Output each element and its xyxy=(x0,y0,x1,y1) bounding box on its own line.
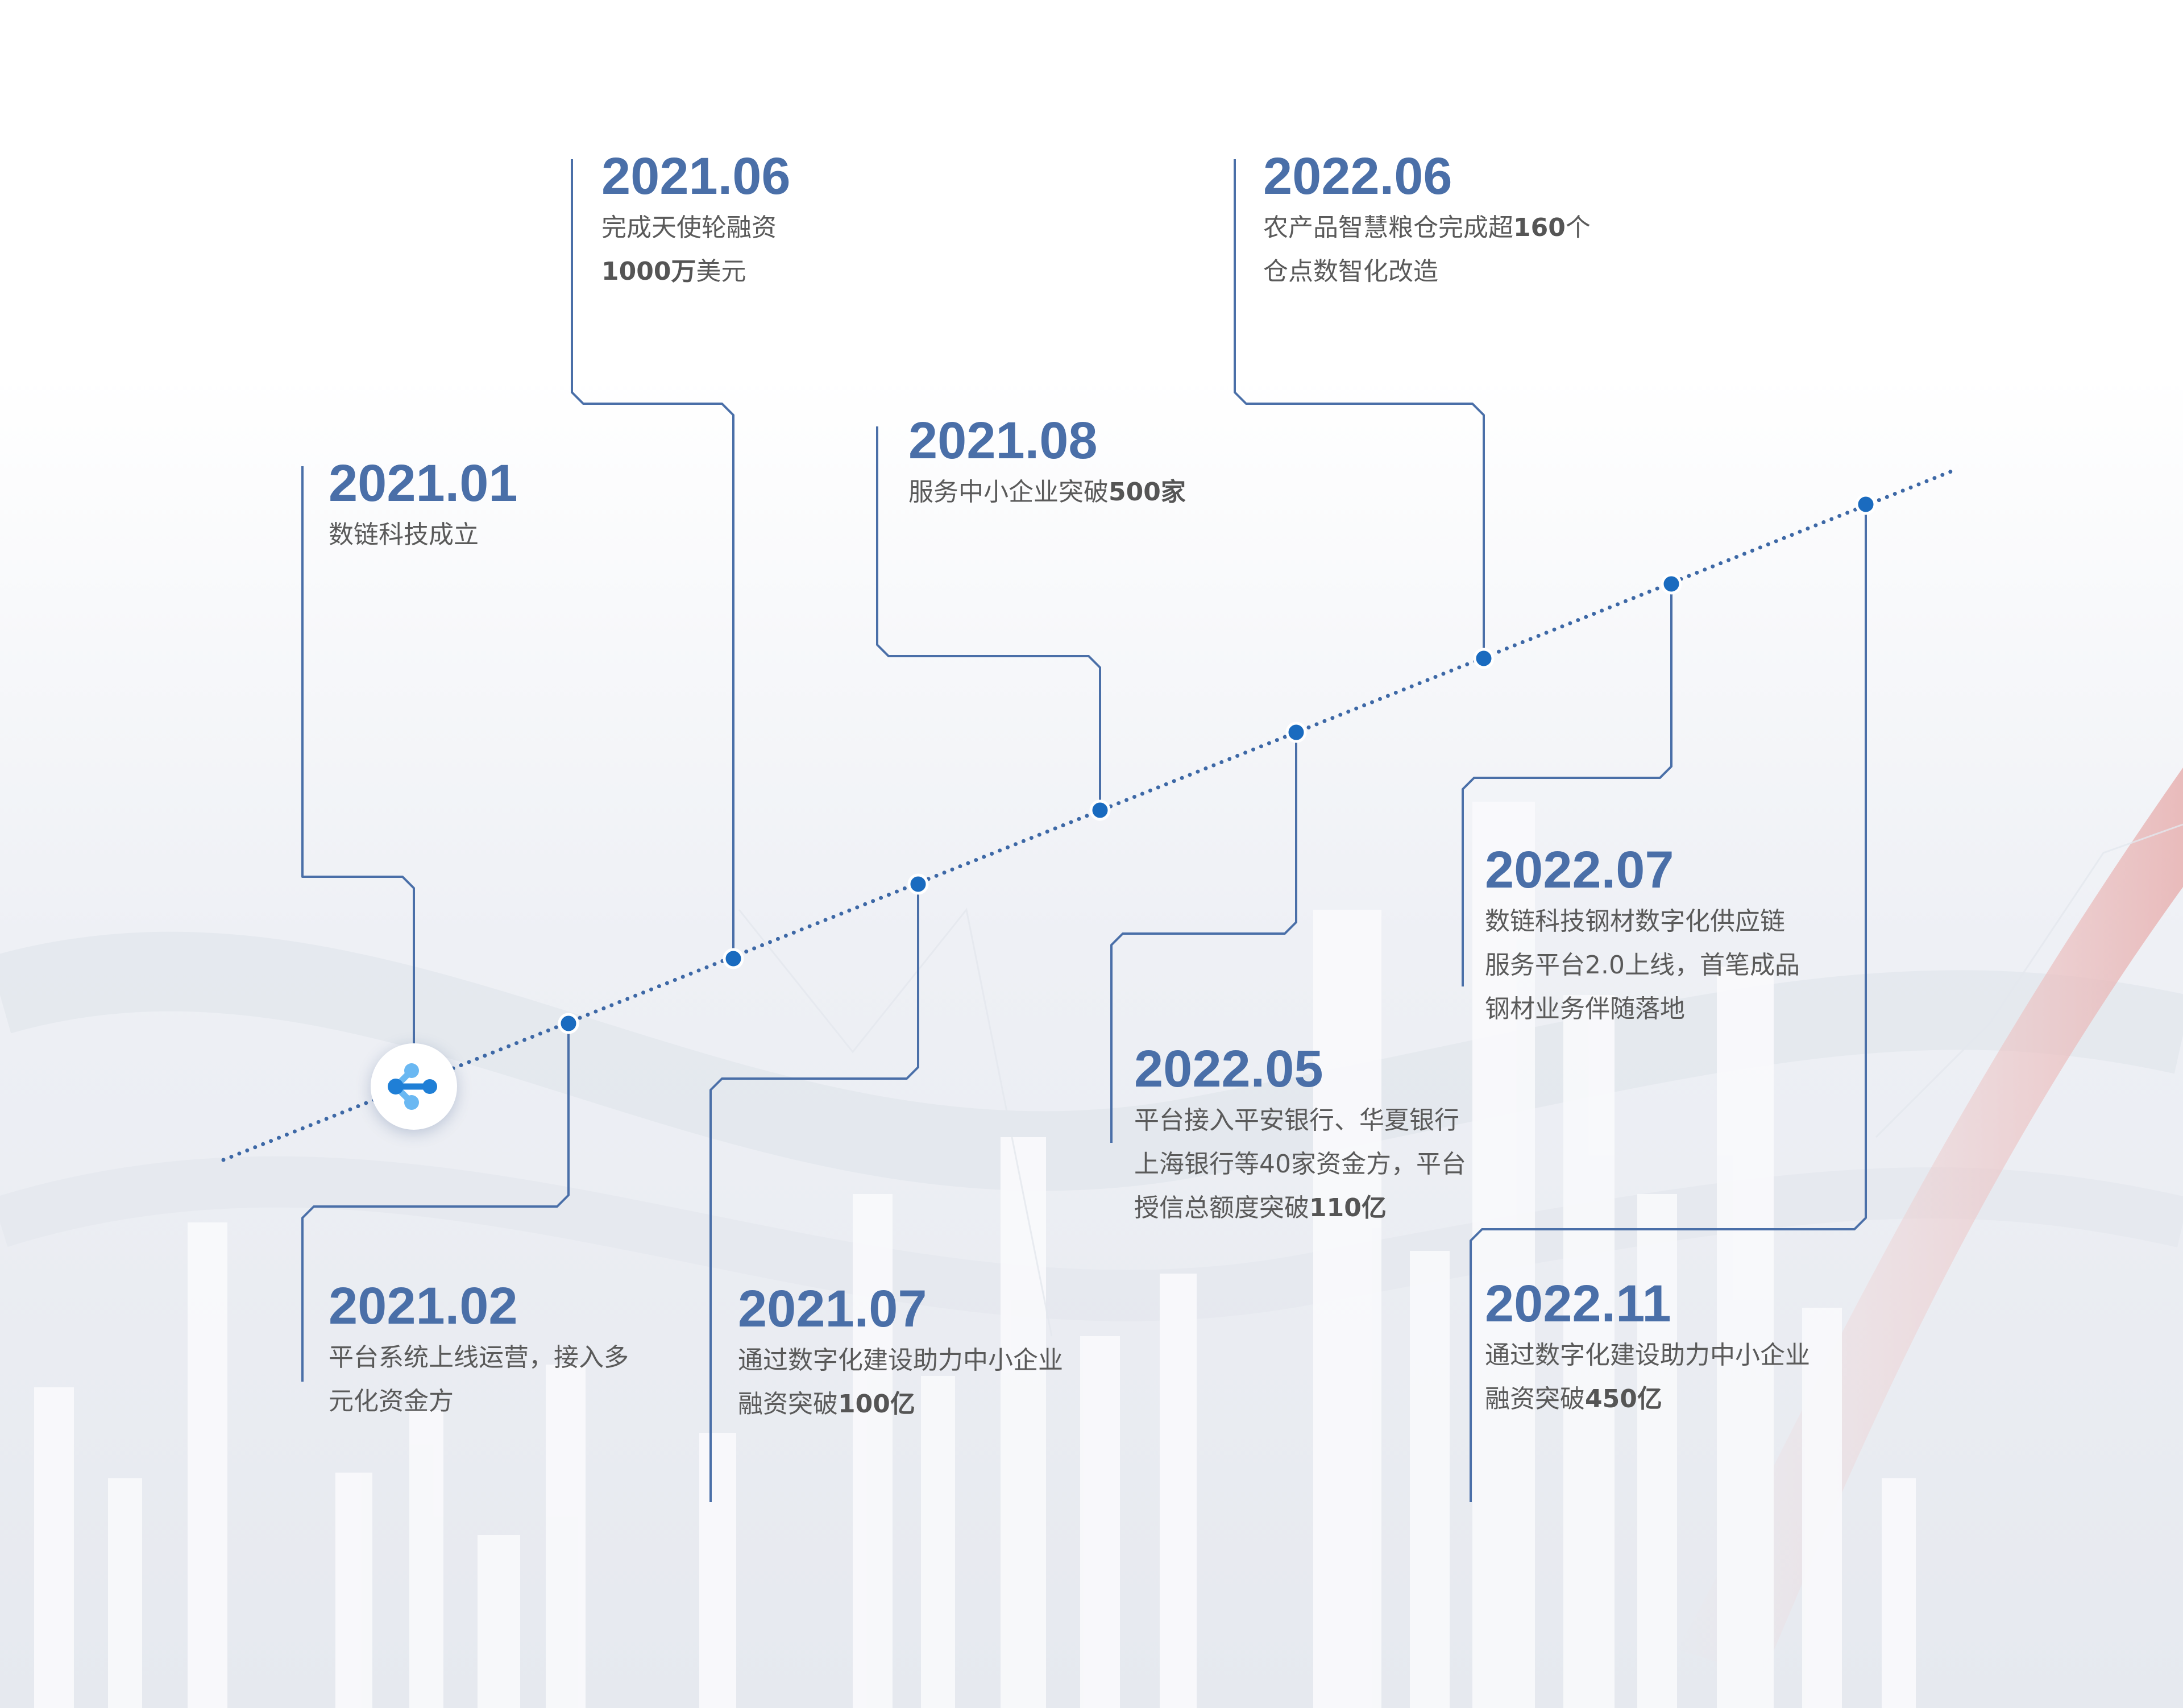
milestone-2021.06: 2021.06 完成天使轮融资 1000万美元 xyxy=(601,148,791,292)
milestone-description-line: 钢材业务伴随落地 xyxy=(1485,988,1800,1030)
milestone-description-line: 平台接入平安银行、华夏银行 xyxy=(1134,1100,1466,1141)
milestone-date: 2021.02 xyxy=(329,1277,518,1335)
timeline-dot-2022.11 xyxy=(1855,494,1877,515)
milestone-description-line: 融资突破450亿 xyxy=(1485,1378,1810,1420)
connector-line-2022.11 xyxy=(1470,504,1867,1502)
milestone-description-line: 数链科技成立 xyxy=(329,514,518,555)
connector-line-2021.06 xyxy=(571,159,734,959)
milestone-description-line: 通过数字化建设助力中小企业 xyxy=(1485,1334,1810,1376)
description-text: 融资突破 xyxy=(1485,1384,1585,1413)
description-text: 美元 xyxy=(696,257,746,286)
milestone-description-line: 上海银行等40家资金方，平台 xyxy=(1134,1143,1466,1185)
timeline-dot-2022.07 xyxy=(1661,573,1682,595)
description-text: 上海银行等40家资金方，平台 xyxy=(1134,1150,1466,1179)
milestone-2021.01: 2021.01 数链科技成立 xyxy=(329,455,518,555)
milestone-date: 2021.06 xyxy=(601,147,791,205)
description-text: 服务平台2.0上线，首笔成品 xyxy=(1485,951,1800,980)
milestone-description-line: 服务中小企业突破500家 xyxy=(908,471,1186,513)
timeline-dot-2021.06 xyxy=(723,948,744,969)
milestone-description-line: 通过数字化建设助力中小企业 xyxy=(738,1340,1063,1381)
company-logo xyxy=(371,1043,457,1130)
milestone-2021.07: 2021.07 通过数字化建设助力中小企业 融资突破100亿 xyxy=(738,1280,1063,1425)
description-text: 平台系统上线运营，接入多 xyxy=(329,1343,629,1372)
connector-line-2021.08 xyxy=(876,426,1101,810)
milestone-date: 2022.05 xyxy=(1134,1040,1323,1098)
description-text: 授信总额度突破 xyxy=(1134,1193,1309,1222)
connector-line-2022.05 xyxy=(1110,732,1297,1143)
description-text: 完成天使轮融资 xyxy=(601,213,777,242)
milestone-description-line: 数链科技钢材数字化供应链 xyxy=(1485,901,1800,942)
milestone-date: 2021.08 xyxy=(908,412,1098,470)
milestone-2022.07: 2022.07 数链科技钢材数字化供应链 服务平台2.0上线，首笔成品 钢材业务伴随落… xyxy=(1485,841,1800,1030)
connector-line-2022.06 xyxy=(1234,159,1485,658)
description-text: 数链科技成立 xyxy=(329,520,479,549)
connector-line-2021.07 xyxy=(709,884,919,1502)
milestone-description-line: 授信总额度突破110亿 xyxy=(1134,1187,1466,1229)
milestone-2022.06: 2022.06 农产品智慧粮仓完成超160个 仓点数智化改造 xyxy=(1263,148,1591,292)
milestone-2022.11: 2022.11 通过数字化建设助力中小企业 融资突破450亿 xyxy=(1485,1275,1810,1420)
description-text: 元化资金方 xyxy=(329,1387,454,1416)
milestone-date: 2022.06 xyxy=(1263,147,1452,205)
milestone-2021.08: 2021.08 服务中小企业突破500家 xyxy=(908,412,1186,513)
highlight-figure: 1000万 xyxy=(601,257,696,286)
timeline-dot-2022.06 xyxy=(1473,648,1495,669)
milestone-description-line: 融资突破100亿 xyxy=(738,1383,1063,1425)
description-text: 通过数字化建设助力中小企业 xyxy=(738,1346,1063,1375)
description-text: 融资突破 xyxy=(738,1390,838,1419)
highlight-figure: 450亿 xyxy=(1585,1384,1662,1413)
milestone-2022.05: 2022.05 平台接入平安银行、华夏银行 上海银行等40家资金方，平台 授信总额度突… xyxy=(1134,1040,1466,1229)
description-text: 数链科技钢材数字化供应链 xyxy=(1485,907,1785,936)
description-text: 平台接入平安银行、华夏银行 xyxy=(1134,1106,1459,1135)
highlight-figure: 100亿 xyxy=(838,1390,915,1419)
network-nodes-icon xyxy=(388,1063,437,1110)
milestone-description-line: 1000万美元 xyxy=(601,251,791,292)
connector-line-2021.01 xyxy=(301,466,415,1075)
milestone-description-line: 元化资金方 xyxy=(329,1381,629,1422)
milestone-description-line: 农产品智慧粮仓完成超160个 xyxy=(1263,207,1591,248)
timeline-dot-2021.02 xyxy=(558,1013,579,1034)
highlight-figure: 160 xyxy=(1513,213,1566,242)
timeline-axis xyxy=(221,467,1958,1162)
connector-line-2022.07 xyxy=(1462,584,1672,986)
timeline-dot-2021.08 xyxy=(1089,799,1111,821)
milestone-description-line: 完成天使轮融资 xyxy=(601,207,791,248)
description-text: 个 xyxy=(1565,213,1591,242)
description-text: 钢材业务伴随落地 xyxy=(1485,994,1685,1023)
timeline-dot-2021.07 xyxy=(907,873,929,895)
description-text: 通过数字化建设助力中小企业 xyxy=(1485,1341,1810,1370)
description-text: 仓点数智化改造 xyxy=(1263,257,1438,286)
connector-line-2021.02 xyxy=(301,1023,570,1382)
milestone-date: 2022.07 xyxy=(1485,841,1674,899)
highlight-figure: 110亿 xyxy=(1309,1193,1387,1222)
highlight-figure: 500家 xyxy=(1109,478,1186,507)
milestone-date: 2021.01 xyxy=(329,454,518,512)
milestone-date: 2021.07 xyxy=(738,1280,927,1338)
milestone-2021.02: 2021.02 平台系统上线运营，接入多 元化资金方 xyxy=(329,1278,629,1422)
description-text: 服务中小企业突破 xyxy=(908,478,1109,507)
milestone-description-line: 平台系统上线运营，接入多 xyxy=(329,1337,629,1378)
timeline-dot-2022.05 xyxy=(1285,722,1307,743)
milestone-date: 2022.11 xyxy=(1485,1275,1671,1333)
description-text: 农产品智慧粮仓完成超 xyxy=(1263,213,1513,242)
milestone-description-line: 仓点数智化改造 xyxy=(1263,251,1591,292)
milestone-description-line: 服务平台2.0上线，首笔成品 xyxy=(1485,944,1800,986)
